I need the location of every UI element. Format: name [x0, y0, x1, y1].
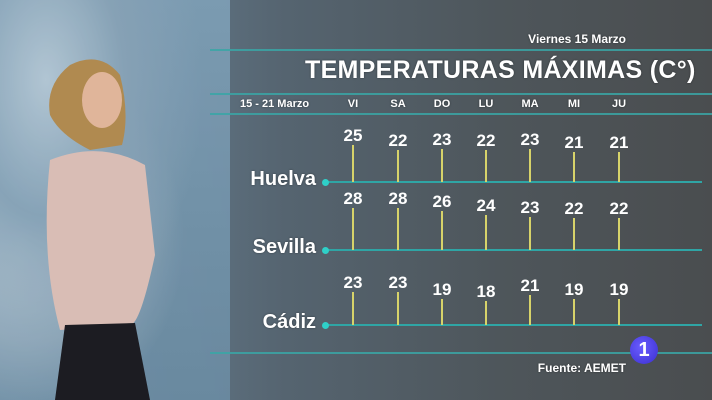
day-label: LU: [478, 98, 494, 110]
temperature-value: 19: [564, 279, 584, 299]
temperature-value: 23: [520, 197, 540, 217]
temperature-value: 25: [343, 126, 363, 145]
temperature-bar: [441, 148, 443, 182]
temperature-bar: [441, 298, 443, 325]
temperature-bar: [397, 150, 399, 182]
temperature-bar: [529, 216, 531, 250]
city-label: Huelva: [250, 168, 316, 190]
city-label: Sevilla: [252, 236, 316, 258]
page-title: TEMPERATURAS MÁXIMAS (C°): [305, 56, 696, 84]
temperature-bar: [397, 291, 399, 325]
temperature-value: 22: [564, 199, 584, 219]
temperature-value: 18: [476, 281, 496, 301]
day-label: SA: [390, 98, 406, 110]
divider: [210, 113, 712, 115]
temperature-value: 23: [432, 129, 452, 149]
temperature-value: 23: [520, 129, 540, 149]
temperature-value: 21: [609, 133, 629, 153]
temperature-value: 26: [432, 192, 452, 212]
temperature-bar: [352, 291, 354, 325]
baseline: [327, 249, 702, 251]
city-dot: [322, 179, 329, 186]
baseline: [327, 324, 702, 326]
source-label: Fuente: AEMET: [537, 361, 626, 375]
temperature-value: 28: [343, 188, 363, 208]
temperature-value: 24: [476, 195, 496, 215]
temperature-bar: [441, 211, 443, 250]
temperature-bar: [573, 298, 575, 325]
city-dot: [322, 322, 329, 329]
date-label: Viernes 15 Marzo: [528, 32, 626, 46]
day-label: JU: [611, 98, 627, 110]
day-label: DO: [433, 98, 451, 110]
day-label: MA: [521, 98, 539, 110]
temperature-value: 23: [388, 272, 408, 292]
divider: [210, 93, 712, 95]
city-dot: [322, 247, 329, 254]
date-range: 15 - 21 Marzo: [240, 98, 310, 110]
divider: [210, 49, 712, 51]
day-label: MI: [567, 98, 581, 110]
temperature-value: 22: [388, 131, 408, 151]
temperature-value: 28: [388, 188, 408, 208]
channel-logo: 1: [630, 336, 658, 364]
temperature-bar: [618, 218, 620, 250]
temperature-bar: [618, 298, 620, 325]
temperature-bar: [529, 295, 531, 325]
temperature-value: 22: [476, 131, 496, 151]
temperature-value: 19: [609, 279, 629, 299]
temperature-bar: [352, 145, 354, 182]
presenter: [46, 59, 155, 400]
temperature-value: 23: [343, 272, 363, 292]
temperature-bar: [485, 300, 487, 325]
temperature-bar: [529, 148, 531, 182]
temperature-value: 21: [564, 133, 584, 153]
temperature-bar: [485, 214, 487, 250]
temperature-bar: [485, 150, 487, 182]
temperature-bar: [397, 207, 399, 250]
temperature-value: 21: [520, 276, 540, 296]
divider: [210, 352, 712, 354]
temperature-bar: [618, 152, 620, 182]
temperature-value: 22: [609, 199, 629, 219]
temperature-bar: [573, 218, 575, 250]
day-label: VI: [347, 98, 359, 110]
temperature-value: 19: [432, 279, 452, 299]
city-label: Cádiz: [262, 311, 316, 333]
temperature-bar: [352, 207, 354, 250]
temperature-bar: [573, 152, 575, 182]
baseline: [327, 181, 702, 183]
